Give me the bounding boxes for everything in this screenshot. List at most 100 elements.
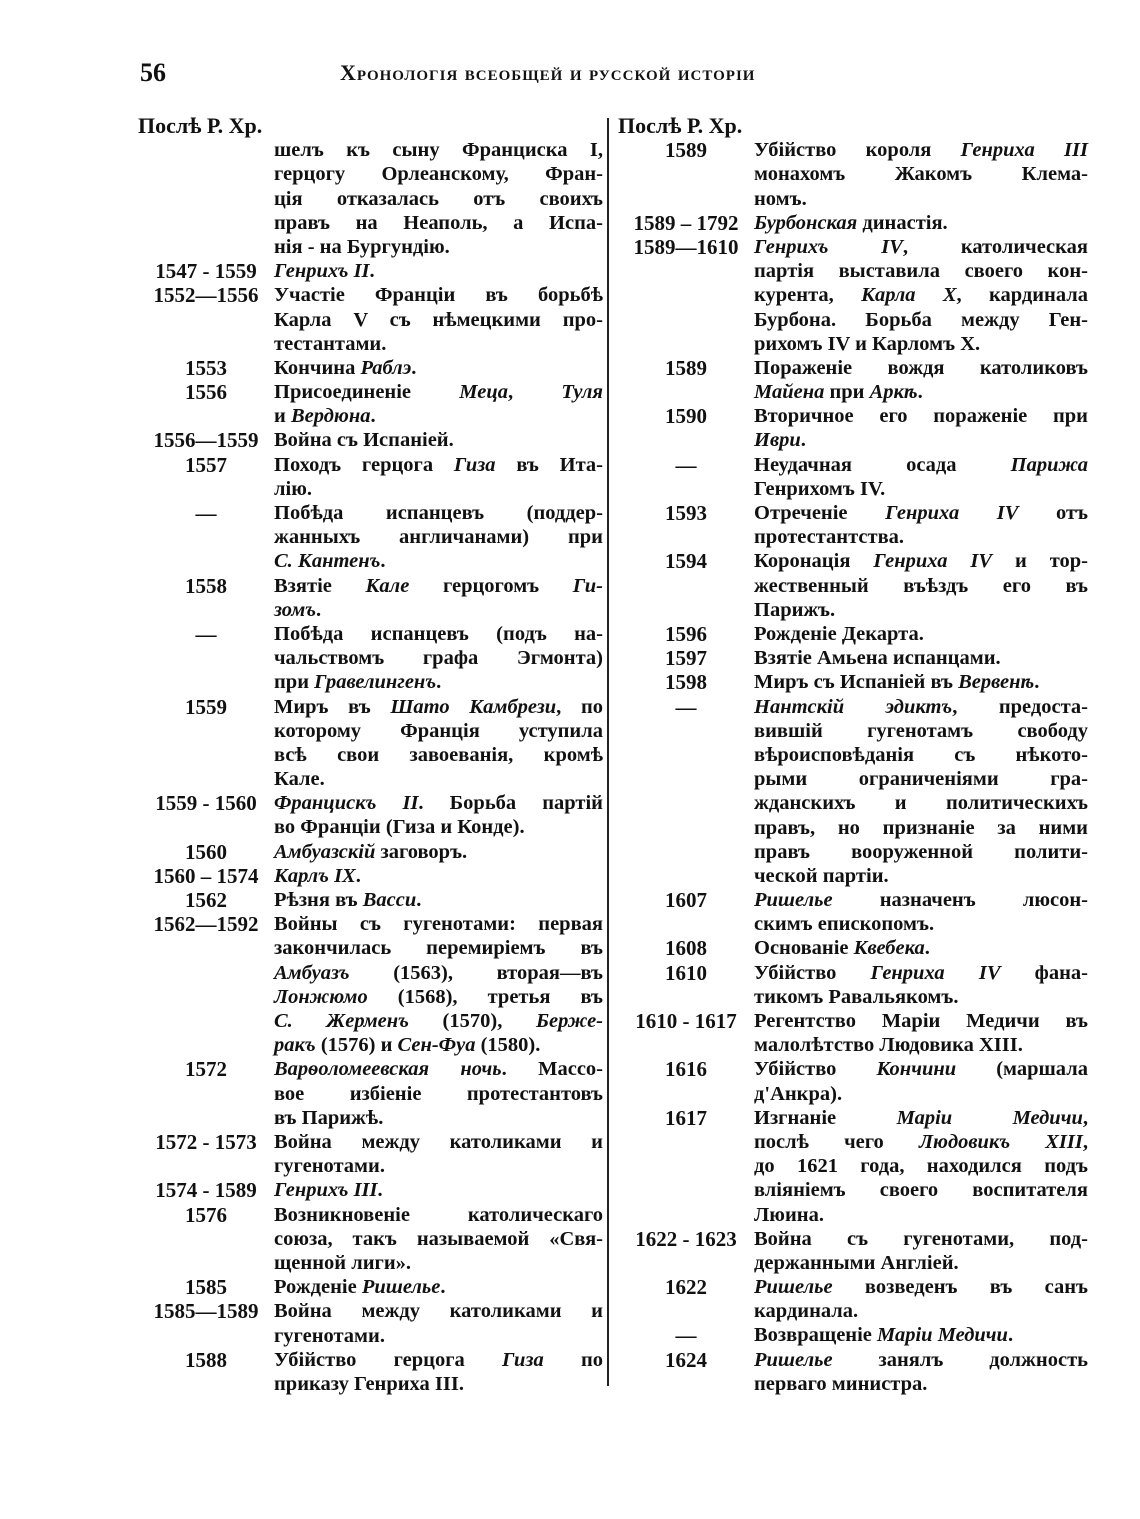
text-segment: Коронація: [754, 550, 874, 573]
entry-text: Карлъ IX.: [274, 864, 603, 888]
entry-date: 1596: [665, 621, 707, 646]
text-segment: .: [436, 671, 442, 694]
entry-text: Регентство Маріи Медичи въ малолѣтство Лю…: [754, 1009, 1088, 1057]
text-line: Участіе Франціи въ борьбѣ: [274, 284, 603, 307]
text-line: Генрихомъ IV.: [754, 477, 886, 500]
italic-name: Ришелье: [754, 889, 833, 912]
text-line: герцогу Орлеанскому, Фран-: [274, 163, 603, 186]
italic-name: Лонжюмо: [274, 985, 368, 1008]
entry-text: Ришелье возведенъ въ санъ кардинала.: [754, 1275, 1088, 1323]
text-segment: курента,: [754, 284, 862, 307]
italic-name: Варѳоломеевская ночь: [274, 1058, 502, 1081]
entry-text: Участіе Франціи въ борьбѣ Карла V съ нѣме…: [274, 283, 603, 356]
entry-date: 1559: [185, 694, 227, 719]
entry-date: 1559 - 1560: [155, 791, 257, 816]
entry-text: Взятіе Амьена испанцами.: [754, 646, 1088, 670]
text-segment: .: [411, 356, 417, 379]
text-line: ческой партіи.: [754, 864, 889, 887]
text-line: и Вердюна.: [274, 404, 603, 428]
text-line: Война между католиками и: [274, 1130, 603, 1153]
text-line: тестантами.: [274, 332, 387, 355]
text-line: Ришелье занялъ должность: [754, 1348, 1088, 1372]
chronology-entry: — Возвращеніе Маріи Медичи.: [618, 1323, 1088, 1347]
entry-date: 1576: [185, 1202, 227, 1227]
text-line: Майена при Аркѣ.: [754, 380, 1088, 404]
entry-text: Ришелье назначенъ люсон-скимъ епископомъ…: [754, 888, 1088, 936]
chronology-entry: 1616 Убійство Кончини (маршала д'Анкра).: [618, 1057, 1088, 1105]
italic-name: Карла X: [861, 284, 957, 307]
text-segment: .: [917, 381, 923, 404]
text-segment: . Борьба партій: [418, 792, 603, 815]
text-line: Генрихъ II.: [274, 259, 603, 283]
entry-text: Генрихъ IV, католическая партія выставила…: [754, 235, 1088, 356]
italic-name: Сен-Фуа: [397, 1034, 476, 1057]
entry-date: 1589 – 1792: [633, 210, 739, 235]
italic-name: Гиза: [502, 1348, 544, 1371]
text-line: чальствомъ графа Эгмонта): [274, 647, 603, 670]
text-segment: Убійство короля: [754, 139, 961, 162]
text-line: курента, Карла X, кардинала: [754, 283, 1088, 307]
right-column: Послѣ Р. Хр. 1589 Убійство короля Генриха…: [618, 113, 1089, 1396]
text-line: закончилась перемиріемъ въ: [274, 937, 603, 960]
entry-text: Генрихъ II.: [274, 259, 603, 283]
chronology-entry: — Побѣда испанцевъ (подъ на-чальствомъ гр…: [138, 622, 604, 695]
text-segment: и тор-: [992, 550, 1089, 573]
text-line: Основаніе Квебека.: [754, 936, 1088, 960]
text-line: лію.: [274, 477, 312, 500]
entry-date: 1622: [665, 1275, 707, 1300]
text-segment: (1576) и: [315, 1034, 398, 1057]
entry-text: Возникновеніе католическаго союза, такъ н…: [274, 1203, 603, 1276]
chronology-entry: 1593 Отреченіе Генриха IV отъ протестантст…: [618, 501, 1088, 549]
text-segment: , католическая: [902, 235, 1088, 258]
entry-date: 1560 – 1574: [153, 863, 259, 888]
entry-text: Побѣда испанцевъ (подъ на-чальствомъ гра…: [274, 622, 603, 695]
text-line: Отреченіе Генриха IV отъ: [754, 501, 1088, 525]
chronology-entry: 1553 Кончина Раблэ.: [138, 356, 603, 380]
text-line: до 1621 года, находился подъ: [754, 1155, 1088, 1178]
text-segment: Изгнаніе: [754, 1106, 897, 1129]
text-line: вліяніемъ своего воспитателя: [754, 1179, 1088, 1202]
entry-date: 1558: [185, 573, 227, 598]
entry-text: Основаніе Квебека.: [754, 936, 1088, 960]
text-line: Карла V съ нѣмецкими про-: [274, 308, 603, 331]
text-line: Изгнаніе Маріи Медичи,: [754, 1106, 1088, 1130]
entry-date: —: [675, 694, 697, 719]
text-segment: , предоста-: [952, 695, 1088, 718]
text-segment: , кардинала: [956, 284, 1089, 307]
text-line: ція отказалась отъ своихъ: [274, 187, 603, 210]
chronology-entry: 1598 Миръ съ Испаніей въ Вервенѣ.: [618, 670, 1088, 694]
entry-text: шелъ къ сыну Франциска I, герцогу Орлеанс…: [274, 138, 603, 259]
text-segment: . Массо-: [501, 1058, 603, 1081]
text-segment: Убійство: [754, 961, 871, 984]
entry-text: Войны съ гугенотами: первая закончилась п…: [274, 912, 603, 1057]
text-line: С. Кантенъ.: [274, 549, 603, 573]
text-line: Кончина Раблэ.: [274, 356, 603, 380]
text-segment: отъ: [1018, 502, 1088, 525]
text-segment: фана-: [1000, 961, 1088, 984]
text-segment: Основаніе: [754, 937, 854, 960]
chronology-entry: — Нантскій эдиктъ, предоста-вившій гугено…: [618, 694, 1089, 889]
italic-name: С. Кантенъ: [274, 550, 381, 573]
entry-date: 1590: [665, 404, 707, 429]
text-line: вое избіеніе протестантовъ: [274, 1082, 603, 1105]
chronology-entry: 1559 - 1560 Францискъ II. Борьба партій во…: [138, 791, 603, 839]
text-segment: , по: [556, 695, 604, 718]
entry-date: 1574 - 1589: [155, 1178, 257, 1203]
text-segment: назначенъ люсон-: [832, 889, 1088, 912]
chronology-entry: 1552—1556 Участіе Франціи въ борьбѣ Карла …: [138, 283, 604, 356]
italic-name: Генриха III: [960, 139, 1088, 162]
text-line: союза, такъ называемой «Свя-: [274, 1227, 603, 1250]
text-line: жественный въѣздъ его въ: [754, 574, 1088, 597]
text-line: зомъ.: [274, 598, 603, 622]
entry-text: Нантскій эдиктъ, предоста-вившій гугенот…: [754, 695, 1088, 889]
italic-name: Маріи Медичи: [877, 1324, 1008, 1347]
text-line: Вторичное его пораженіе при: [754, 405, 1088, 428]
text-line: Ришелье возведенъ въ санъ: [754, 1275, 1088, 1299]
text-segment: герцогомъ: [409, 574, 573, 597]
italic-name: Ги-: [572, 574, 603, 597]
italic-name: Майена: [754, 381, 825, 404]
italic-name: Аркѣ: [869, 381, 918, 404]
text-segment: (1563), вторая—въ: [349, 961, 603, 984]
text-segment: ,: [507, 381, 562, 404]
text-line: тикомъ Равальякомъ.: [754, 985, 959, 1008]
